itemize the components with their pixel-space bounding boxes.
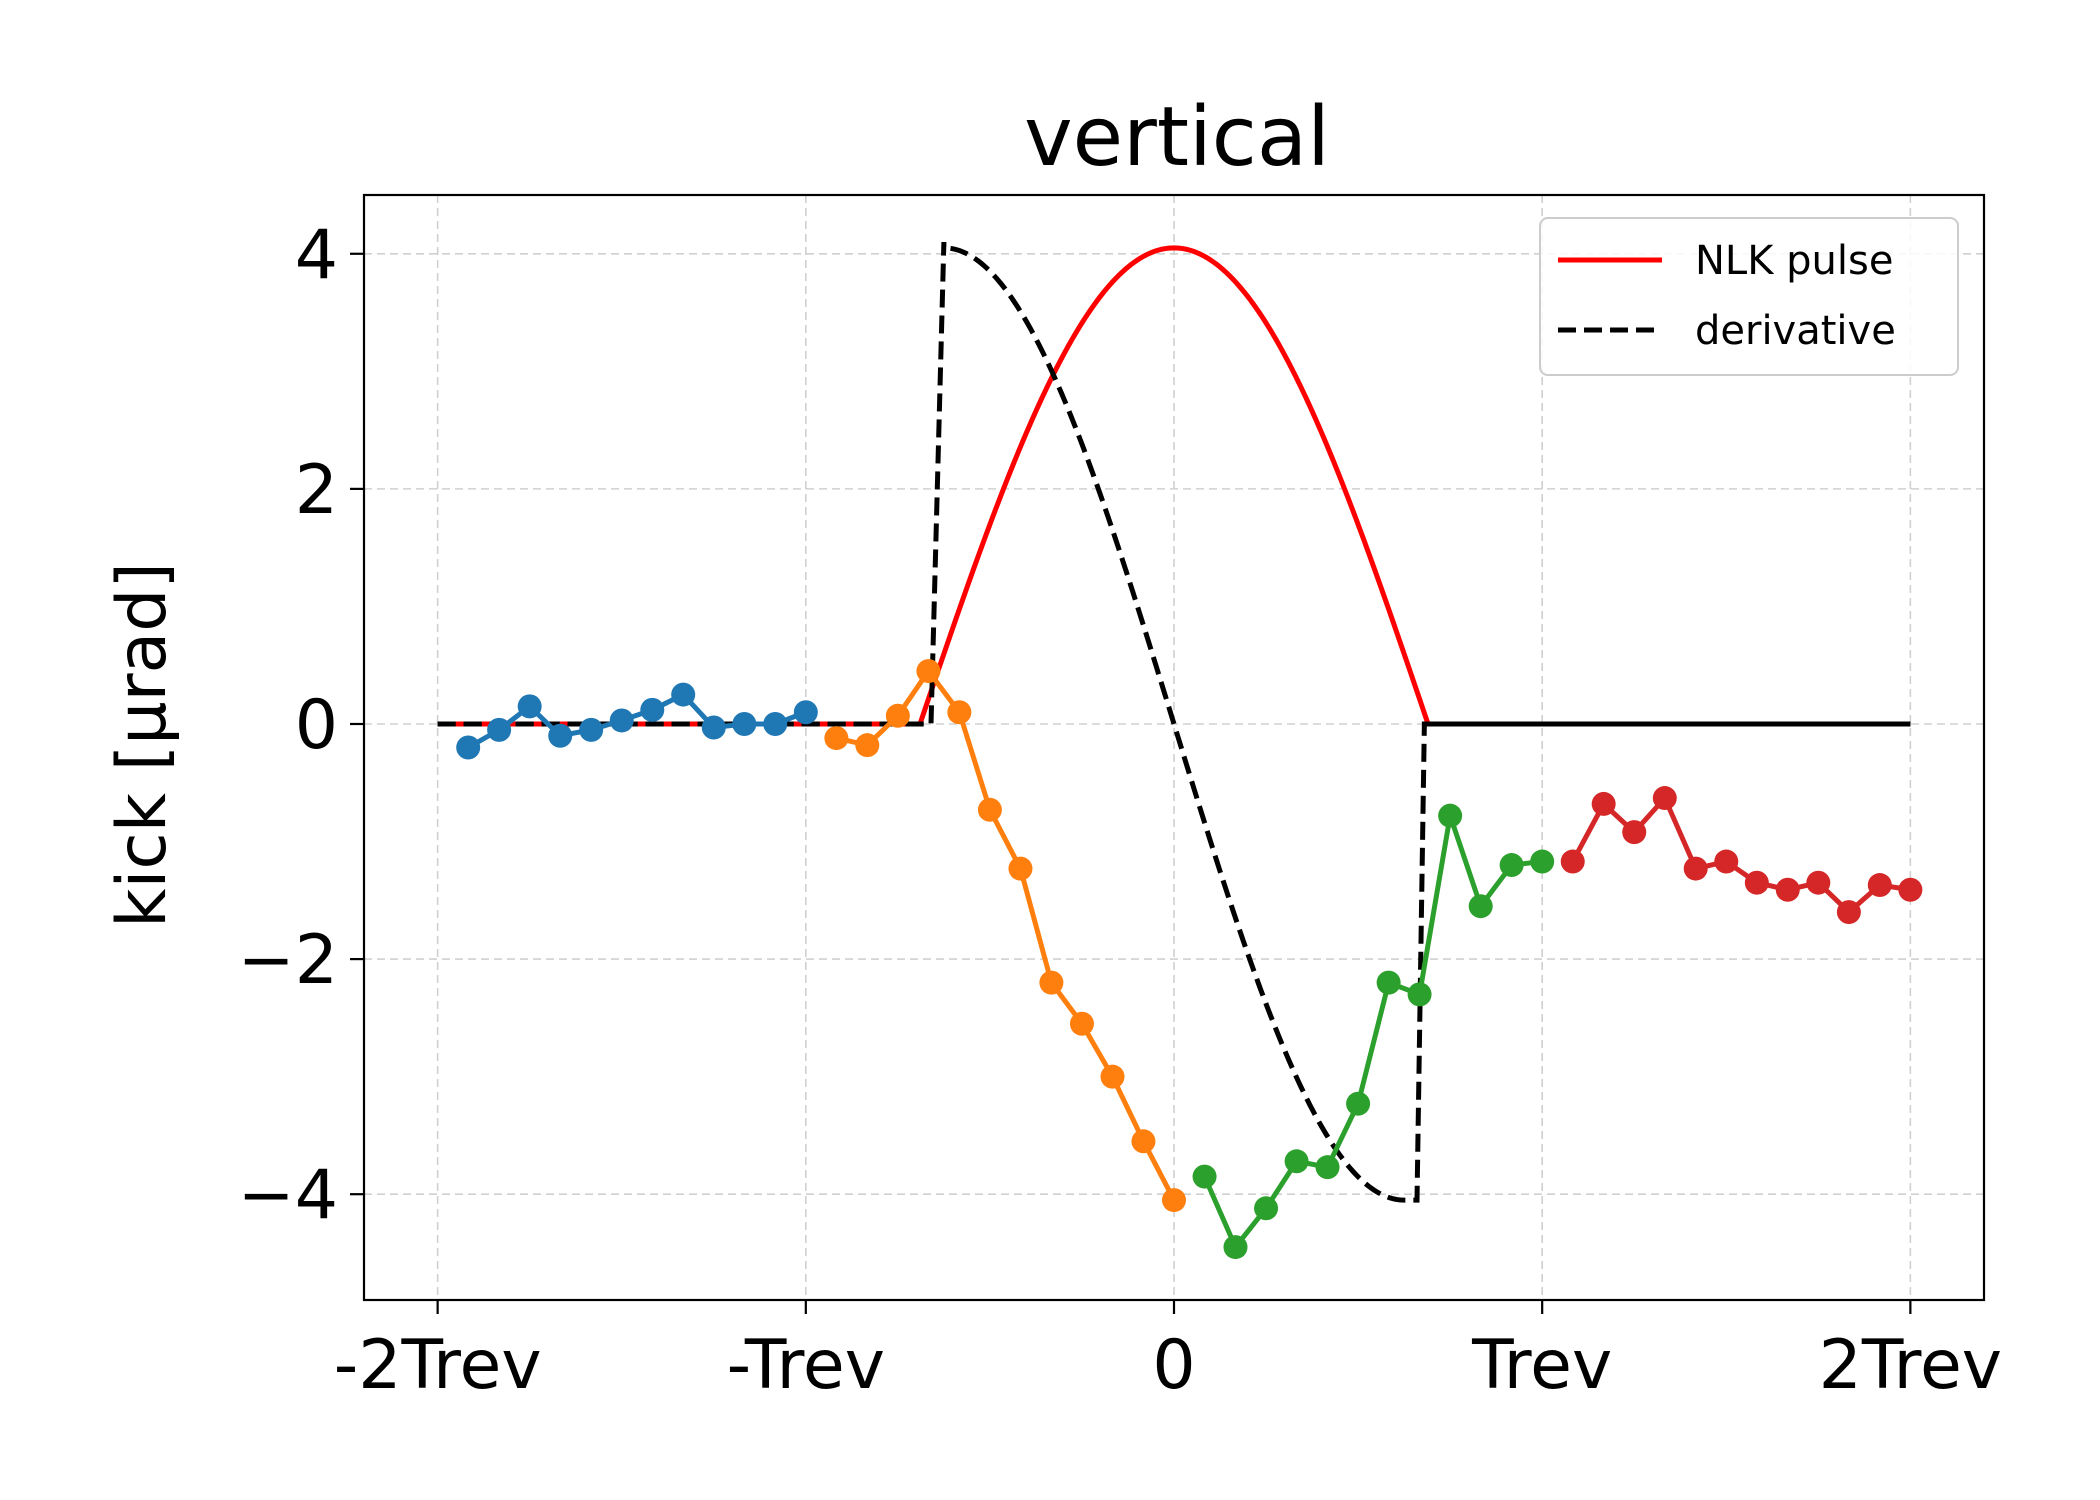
measured-point — [1530, 849, 1555, 874]
derivative-line — [437, 241, 1911, 1203]
measured-point — [947, 700, 972, 725]
measured-point — [1100, 1064, 1125, 1089]
chart-title: vertical — [1024, 90, 1330, 185]
y-tick-label: 0 — [295, 686, 338, 765]
y-tick-label: −4 — [238, 1156, 338, 1235]
measured-point — [1223, 1235, 1248, 1260]
measured-point — [763, 711, 788, 736]
measured-point — [609, 708, 634, 733]
legend-label-pulse: NLK pulse — [1695, 238, 1893, 284]
measured-point — [1744, 870, 1769, 895]
measured-point — [916, 659, 941, 684]
pulse-line — [437, 245, 1911, 727]
measured-point — [1806, 870, 1831, 895]
measured-point — [671, 682, 696, 707]
measured-point — [1008, 856, 1033, 881]
measured-point — [1254, 1196, 1279, 1221]
measured-point — [1162, 1188, 1186, 1213]
measured-point — [1039, 970, 1064, 995]
x-axis: -2Trev -Trev 0 Trev 2Trev — [334, 1300, 2002, 1405]
measured-point — [1407, 982, 1432, 1007]
y-axis-label: kick [μrad] — [103, 562, 182, 928]
measured-point — [1192, 1164, 1217, 1189]
measured-point — [548, 723, 573, 748]
measured-point — [640, 697, 665, 722]
x-tick-label: -2Trev — [334, 1326, 542, 1405]
measured-point — [1836, 900, 1861, 925]
x-tick-label: Trev — [1471, 1326, 1612, 1405]
measured-point — [1683, 856, 1708, 881]
measured-point — [977, 797, 1002, 822]
measured-point — [1898, 877, 1923, 902]
measured-point — [793, 700, 818, 725]
measured-point — [487, 717, 512, 742]
measured-series-layer — [456, 659, 1923, 1260]
measured-point — [1714, 849, 1739, 874]
y-axis: 4 2 0 −2 −4 — [238, 216, 364, 1235]
measured-point — [1346, 1091, 1371, 1116]
measured-point — [1315, 1155, 1340, 1180]
measured-point — [1438, 803, 1463, 828]
measured-point — [579, 717, 604, 742]
measured-point — [1131, 1129, 1156, 1154]
plot-area — [437, 241, 1923, 1260]
derivative-layer — [437, 241, 1911, 1203]
legend-label-derivative: derivative — [1695, 308, 1896, 354]
measured-point — [824, 726, 849, 751]
measured-point — [701, 715, 726, 740]
measured-point — [1376, 970, 1401, 995]
measured-point — [885, 703, 910, 728]
measured-point — [1867, 873, 1892, 898]
y-tick-label: 4 — [295, 216, 338, 295]
measured-point — [517, 694, 542, 719]
measured-point — [1652, 786, 1677, 811]
x-tick-label: 0 — [1152, 1326, 1195, 1405]
measured-point — [855, 733, 880, 758]
measured-point — [1468, 894, 1493, 919]
measured-point — [1622, 820, 1647, 845]
measured-point — [1284, 1149, 1309, 1174]
measured-point — [732, 711, 757, 736]
y-tick-label: −2 — [238, 921, 338, 1000]
x-tick-label: 2Trev — [1819, 1326, 2002, 1405]
measured-point — [1560, 849, 1585, 874]
measured-point — [1591, 791, 1616, 816]
measured-point — [456, 735, 481, 760]
measured-point — [1069, 1011, 1094, 1036]
legend-box — [1539, 217, 1959, 376]
x-tick-label: -Trev — [727, 1326, 885, 1405]
measured-point — [1499, 853, 1524, 878]
measured-point — [1775, 877, 1800, 902]
y-tick-label: 2 — [295, 451, 338, 530]
legend: NLK pulse derivative — [1539, 217, 1959, 376]
